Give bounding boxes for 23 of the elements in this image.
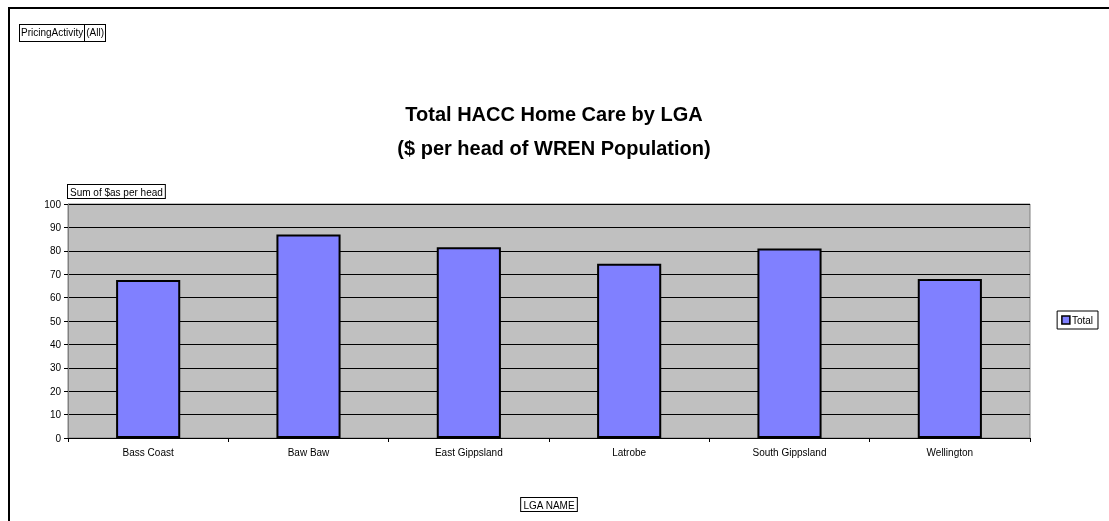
y-tick-label: 40	[49, 338, 62, 350]
y-tick-label: 30	[49, 362, 62, 374]
legend-label: Total	[1071, 314, 1093, 326]
y-tick-label: 90	[49, 221, 62, 233]
x-axis-title: LGA NAME	[523, 499, 575, 511]
y-tick-label: 80	[49, 245, 62, 257]
y-tick-label: 60	[49, 292, 62, 304]
y-tick-label: 50	[49, 315, 62, 327]
x-tick-label: Wellington	[926, 446, 974, 458]
y-tick-label: 0	[55, 432, 62, 444]
x-tick-label: Latrobe	[612, 446, 647, 458]
x-tick-label: Baw Baw	[287, 446, 331, 458]
y-axis-title: Sum of $as per head	[70, 186, 163, 198]
y-tick-label: 70	[49, 268, 62, 280]
x-tick-label: East Gippsland	[434, 446, 503, 458]
x-tick-label: South Gippsland	[752, 446, 827, 458]
y-tick-label: 10	[49, 409, 62, 421]
chart-title: Total HACC Home Care by LGA ($ per head of WREN Population)	[397, 103, 711, 159]
text: (All)	[84, 24, 107, 42]
x-tick-label: Bass Coast	[122, 446, 174, 458]
y-tick-label: 100	[44, 198, 62, 210]
text: PricingActivity	[19, 24, 86, 42]
y-tick-label: 20	[49, 385, 62, 397]
